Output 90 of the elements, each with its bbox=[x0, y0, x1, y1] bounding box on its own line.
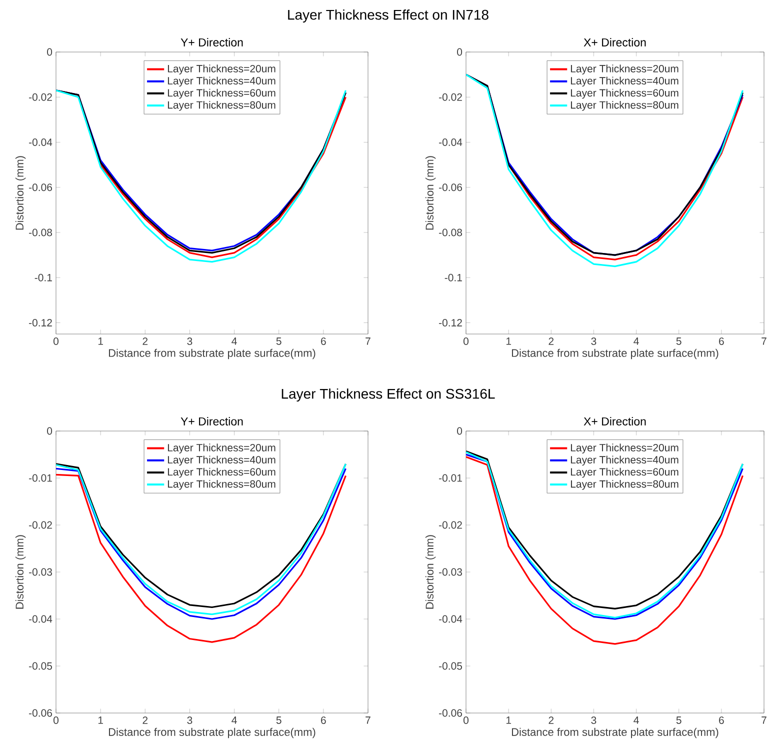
y-tick-label: -0.12 bbox=[29, 319, 52, 326]
x-tick-label: 0 bbox=[53, 338, 59, 345]
text: Layer Thickness Effect on IN718 bbox=[288, 9, 488, 23]
x-tick-label: 0 bbox=[53, 716, 59, 724]
x-tick-label: 4 bbox=[634, 716, 639, 724]
y-axis-title: Distortion (mm) bbox=[15, 535, 26, 609]
x-axis-title: Distance from substrate plate surface(mm) bbox=[512, 728, 718, 738]
legend-label: Layer Thickness=80um bbox=[570, 480, 678, 490]
x-axis-title: Distance from substrate plate surface(mm) bbox=[108, 348, 316, 360]
x-tick-label: 5 bbox=[276, 716, 282, 724]
x-tick-label: 4 bbox=[232, 716, 237, 724]
legend-label: Layer Thickness=40um bbox=[570, 76, 678, 87]
x-tick-label: 3 bbox=[591, 716, 596, 724]
y-tick-label: -0.04 bbox=[439, 138, 462, 146]
x-tick-label: 2 bbox=[142, 716, 148, 724]
y-tick-label: -0.05 bbox=[439, 662, 462, 670]
y-tick-label: -0.01 bbox=[29, 474, 52, 482]
y-tick-label: -0.08 bbox=[29, 228, 52, 236]
y-axis-title: Distortion (mm) bbox=[425, 535, 436, 609]
y-tick-label: -0.04 bbox=[29, 615, 52, 623]
y-tick-label: -0.06 bbox=[29, 184, 52, 192]
text: Layer Thickness Effect on SS316L bbox=[282, 388, 495, 402]
x-tick-label: 7 bbox=[762, 338, 766, 345]
legend-label: Layer Thickness=20um bbox=[168, 444, 276, 454]
x-tick-label: 7 bbox=[762, 716, 766, 724]
x-tick-label: 4 bbox=[634, 338, 639, 345]
x-tick-label: 3 bbox=[591, 338, 596, 345]
y-tick-label: -0.04 bbox=[29, 138, 52, 146]
x-tick-label: 6 bbox=[719, 338, 724, 345]
x-tick-label: 3 bbox=[187, 338, 192, 345]
x-tick-label: 5 bbox=[276, 338, 282, 345]
legend-label: Layer Thickness=80um bbox=[570, 100, 678, 111]
x-tick-label: 4 bbox=[232, 338, 237, 345]
legend-label: Layer Thickness=60um bbox=[168, 468, 276, 478]
y-tick-label: -0.08 bbox=[439, 228, 462, 236]
legend-label: Layer Thickness=80um bbox=[168, 480, 276, 490]
x-tick-label: 0 bbox=[463, 338, 469, 345]
x-tick-label: 1 bbox=[98, 338, 103, 345]
y-tick-label: -0.12 bbox=[439, 319, 462, 326]
legend-label: Layer Thickness=20um bbox=[570, 444, 678, 454]
legend-label: Layer Thickness=40um bbox=[168, 76, 276, 87]
y-tick-label: 0 bbox=[47, 427, 52, 435]
x-tick-label: 1 bbox=[506, 338, 511, 345]
y-tick-label: -0.06 bbox=[29, 709, 52, 717]
legend-label: Layer Thickness=40um bbox=[168, 456, 276, 466]
legend-label: Layer Thickness=20um bbox=[570, 64, 678, 74]
x-tick-label: 1 bbox=[98, 716, 103, 724]
x-tick-label: 5 bbox=[676, 338, 682, 345]
y-tick-label: 0 bbox=[457, 48, 462, 56]
x-tick-label: 2 bbox=[548, 338, 554, 345]
x-tick-label: 5 bbox=[676, 716, 682, 724]
y-tick-label: -0.02 bbox=[439, 521, 462, 529]
x-tick-label: 7 bbox=[366, 338, 370, 345]
chart-title: Y+ Direction bbox=[180, 38, 243, 46]
y-tick-label: -0.03 bbox=[29, 568, 52, 576]
legend-label: Layer Thickness=60um bbox=[570, 468, 678, 478]
y-tick-label: -0.05 bbox=[29, 662, 52, 670]
legend-label: Layer Thickness=20um bbox=[168, 64, 276, 74]
x-tick-label: 7 bbox=[366, 716, 370, 724]
x-tick-label: 0 bbox=[463, 716, 469, 724]
y-tick-label: 0 bbox=[457, 427, 462, 435]
y-tick-label: -0.1 bbox=[34, 274, 52, 282]
y-tick-label: -0.02 bbox=[29, 93, 52, 101]
chart-title: X+ Direction bbox=[584, 38, 646, 46]
x-tick-label: 6 bbox=[321, 716, 326, 724]
y-tick-label: -0.01 bbox=[439, 474, 462, 482]
x-tick-label: 6 bbox=[719, 716, 724, 724]
y-tick-label: -0.02 bbox=[439, 93, 462, 101]
chart-title: X+ Direction bbox=[584, 417, 646, 426]
y-tick-label: -0.03 bbox=[439, 568, 462, 576]
x-tick-label: 3 bbox=[187, 716, 192, 724]
x-axis-title: Distance from substrate plate surface(mm) bbox=[512, 348, 718, 360]
legend-label: Layer Thickness=60um bbox=[168, 88, 276, 99]
legend-label: Layer Thickness=60um bbox=[570, 88, 678, 99]
y-tick-label: -0.06 bbox=[439, 184, 462, 192]
chart-title: Y+ Direction bbox=[180, 417, 243, 426]
x-tick-label: 2 bbox=[548, 716, 554, 724]
y-tick-label: -0.04 bbox=[439, 615, 462, 623]
legend-label: Layer Thickness=80um bbox=[168, 100, 276, 111]
y-tick-label: -0.06 bbox=[439, 709, 462, 717]
y-axis-title: Distortion (mm) bbox=[15, 156, 26, 230]
x-tick-label: 2 bbox=[142, 338, 148, 345]
x-axis-title: Distance from substrate plate surface(mm) bbox=[108, 728, 316, 738]
x-tick-label: 6 bbox=[321, 338, 326, 345]
y-tick-label: -0.1 bbox=[444, 274, 462, 282]
y-tick-label: 0 bbox=[47, 48, 52, 56]
y-axis-title: Distortion (mm) bbox=[425, 156, 436, 230]
x-tick-label: 1 bbox=[506, 716, 511, 724]
y-tick-label: -0.02 bbox=[29, 521, 52, 529]
legend-label: Layer Thickness=40um bbox=[570, 456, 678, 466]
